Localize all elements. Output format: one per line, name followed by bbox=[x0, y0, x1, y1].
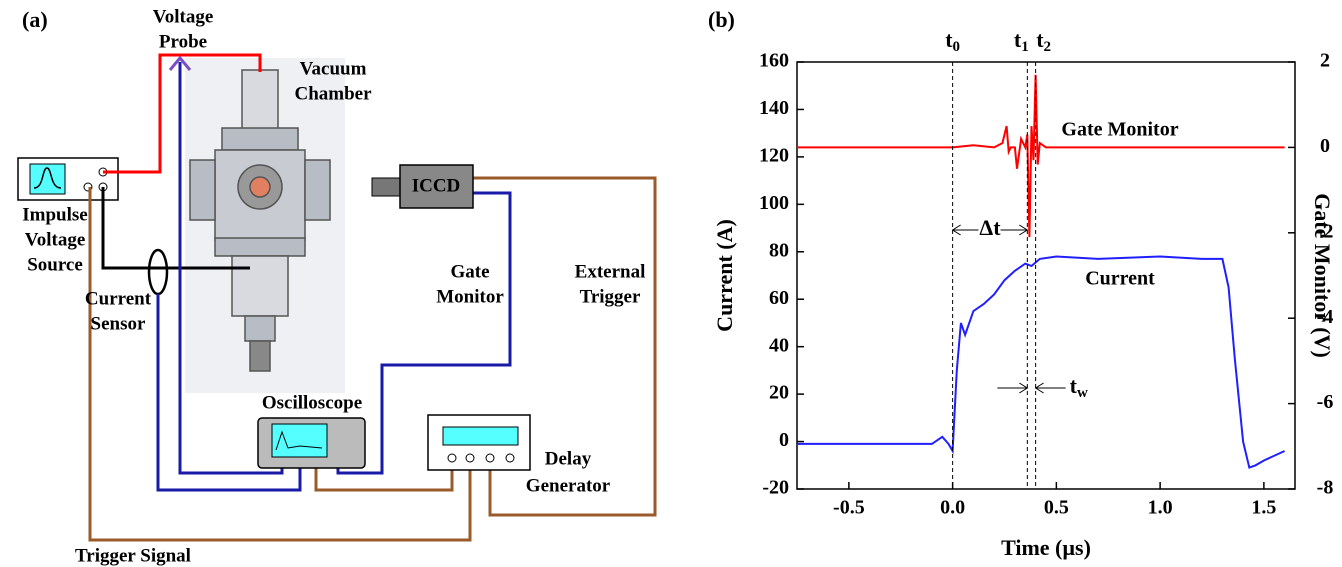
series-line bbox=[797, 255, 1286, 469]
tw-label: tw bbox=[1070, 373, 1088, 401]
marker-text: t bbox=[1014, 27, 1022, 52]
x-tick-label: 1.5 bbox=[1251, 497, 1276, 519]
y-tick-label: 20 bbox=[769, 382, 789, 404]
y2-tick-label: -8 bbox=[1317, 477, 1334, 499]
x-tick-label: 0.0 bbox=[940, 497, 965, 519]
label: Chamber bbox=[294, 83, 372, 104]
marker-text: t bbox=[1036, 27, 1044, 52]
scope-trace bbox=[275, 430, 323, 451]
marker-sub: 1 bbox=[1021, 39, 1028, 55]
panel-a: (a) ICCD Voltage Probe Vacuum Chamber Im… bbox=[17, 6, 657, 566]
iccd-lens bbox=[371, 177, 401, 197]
y2-tick-label: -6 bbox=[1317, 391, 1334, 413]
series-line bbox=[797, 74, 1285, 238]
gate-wire bbox=[336, 191, 512, 475]
panel-label: (a) bbox=[22, 7, 48, 32]
dt-arrow bbox=[951, 224, 1029, 236]
y-tick-label: 80 bbox=[769, 239, 789, 261]
label: Trigger Signal bbox=[75, 545, 191, 566]
marker-label: t1 bbox=[1014, 27, 1029, 55]
x-tick-label: -0.5 bbox=[833, 497, 865, 519]
marker-label: t2 bbox=[1036, 27, 1051, 55]
y-tick-label: 40 bbox=[769, 334, 789, 356]
x-tick-label: 0.5 bbox=[1044, 497, 1069, 519]
y-tick-label: 100 bbox=[759, 192, 789, 214]
trigger-wire bbox=[88, 187, 472, 542]
y-tick-label: 140 bbox=[759, 97, 789, 119]
y-tick-label: -20 bbox=[762, 477, 789, 499]
scope-trigger-wire bbox=[314, 458, 454, 492]
ext-trigger-wire bbox=[473, 176, 657, 517]
x-tick-label: 1.0 bbox=[1148, 497, 1173, 519]
tw-sub: w bbox=[1077, 385, 1088, 401]
label: Voltage bbox=[153, 6, 214, 27]
port bbox=[485, 453, 495, 463]
label: External bbox=[575, 261, 646, 282]
probe-tip bbox=[168, 55, 192, 71]
marker-sub: 0 bbox=[953, 39, 961, 55]
pulse bbox=[33, 167, 62, 189]
label: Probe bbox=[159, 31, 207, 52]
delay-screen bbox=[442, 426, 519, 446]
source-screen bbox=[29, 163, 66, 195]
panel-label: (b) bbox=[708, 7, 735, 32]
y2-tick-label: -4 bbox=[1317, 306, 1334, 328]
label: Voltage bbox=[25, 229, 86, 250]
y-tick-label: 60 bbox=[769, 287, 789, 309]
y2-axis-title: Gate Monitor (V) bbox=[1310, 193, 1335, 358]
y-tick-label: 120 bbox=[759, 144, 789, 166]
label: Vacuum bbox=[300, 58, 367, 79]
label: Oscilloscope bbox=[262, 392, 362, 413]
marker-text: t bbox=[945, 27, 953, 52]
series-label: Current bbox=[1085, 268, 1155, 290]
y2-tick-label: -2 bbox=[1317, 220, 1334, 242]
marker-sub: 2 bbox=[1044, 39, 1052, 55]
label: Current bbox=[85, 288, 152, 309]
chamber bbox=[189, 69, 331, 372]
dt-label: Δt bbox=[979, 215, 1001, 240]
label: Trigger bbox=[580, 286, 641, 307]
y-axis-title: Current (A) bbox=[712, 219, 737, 332]
label: Generator bbox=[526, 475, 611, 496]
current-sensor bbox=[147, 248, 169, 296]
port bbox=[447, 453, 457, 463]
label: Gate bbox=[450, 261, 489, 282]
scope-screen bbox=[271, 423, 328, 458]
tw-arrows bbox=[997, 382, 1066, 394]
y-tick-label: 0 bbox=[779, 429, 789, 451]
marker-label: t0 bbox=[945, 27, 960, 55]
y2-tick-label: 2 bbox=[1320, 50, 1330, 72]
panel-b: (b)-0.5 0.0 0.5 1.0 1.5-20020406080100120140… bbox=[708, 7, 1335, 560]
ground-wire bbox=[101, 187, 250, 270]
y-tick-label: 160 bbox=[759, 50, 789, 72]
label: Sensor bbox=[91, 313, 146, 334]
iccd-box bbox=[399, 164, 474, 209]
port bbox=[465, 453, 475, 463]
x-axis-title: Time (µs) bbox=[1001, 535, 1091, 560]
hv-wire bbox=[103, 53, 262, 174]
port bbox=[505, 453, 515, 463]
tw-text: t bbox=[1070, 373, 1078, 398]
iccd-label: ICCD bbox=[412, 175, 461, 196]
label: Delay bbox=[545, 448, 592, 469]
series-label: Gate Monitor bbox=[1061, 119, 1178, 141]
label: Source bbox=[27, 254, 83, 275]
sensor-wire bbox=[156, 294, 302, 492]
plot-frame bbox=[796, 61, 1296, 490]
y2-tick-label: 0 bbox=[1320, 135, 1330, 157]
label: Impulse bbox=[22, 204, 87, 225]
label: Monitor bbox=[436, 286, 504, 307]
